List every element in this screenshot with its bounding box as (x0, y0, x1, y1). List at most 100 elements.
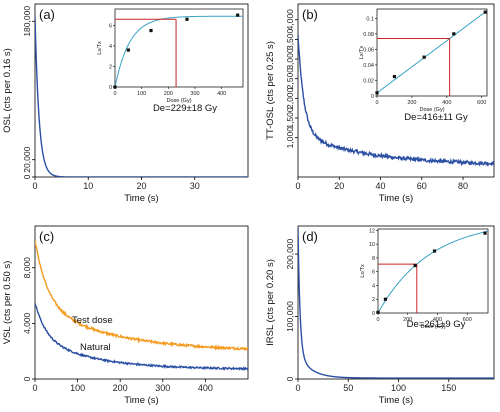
inset-data-point (452, 32, 456, 36)
x-tick-label: 20 (334, 181, 344, 191)
inset-y-tick-label: 0 (372, 311, 375, 317)
inset-y-tick-label: 4 (109, 44, 112, 50)
x-tick-label: 50 (343, 383, 353, 393)
y-axis-label: TT-OSL (cts per 0.25 s) (265, 41, 276, 140)
y-tick-label: 0 (22, 174, 32, 179)
series-line-test-dose (35, 240, 248, 351)
inset-frame (114, 8, 244, 88)
inset-b: 0 200 400 600 0 0.02 0.04 0.06 0.08 0.1 Dose (Gy) L… (359, 8, 488, 113)
inset-y-axis-label: Lx/Tx (359, 46, 365, 60)
inset-y-tick-label: 2 (109, 64, 112, 70)
y-tick-label: 2,000 (285, 87, 295, 109)
x-tick-label: 150 (441, 383, 456, 393)
inset-data-point (126, 48, 130, 52)
inset-data-point (422, 55, 426, 59)
inset-y-axis-label: Lx/Tx (97, 41, 103, 55)
inset-y-tick-label: 0.06 (363, 47, 374, 53)
inset-data-point (483, 231, 487, 235)
panel-label: (b) (302, 7, 318, 22)
inset-x-tick-label: 100 (137, 91, 146, 97)
series-line-a-0 (35, 16, 248, 177)
inset-x-tick-label: 200 (403, 317, 412, 323)
plot-frame (34, 225, 249, 380)
y-tick-label: 4,000 (22, 312, 32, 334)
x-tick-label: 40 (376, 181, 386, 191)
inset-x-tick-label: 400 (433, 317, 442, 323)
x-tick-label: 0 (295, 181, 300, 191)
inset-x-tick-label: 0 (113, 91, 116, 97)
inset-data-point (432, 249, 437, 253)
panel-b: 0 20 40 60 801,0001,5002,0002,5003,0003,5004… (265, 3, 495, 204)
y-tick-label: 20,000 (22, 146, 32, 172)
y-tick-label: 100,000 (285, 301, 295, 332)
inset-y-tick-label: 12 (369, 228, 375, 234)
inset-x-tick-label: 200 (407, 100, 416, 106)
y-tick-label: 1,500 (285, 107, 295, 129)
inset-frame (377, 228, 489, 314)
x-tick-label: 80 (458, 181, 468, 191)
x-tick-label: 30 (190, 181, 200, 191)
panel-c: 0 100 200 300 400 0 4,000 8,000 Time (s) VSL (cts… (2, 225, 249, 406)
x-tick-label: 400 (198, 383, 213, 393)
y-tick-label: 0 (22, 376, 32, 381)
inset-x-tick-label: 600 (463, 317, 472, 323)
inset-y-tick-label: 0.04 (363, 63, 374, 69)
inset-x-tick-label: 0 (376, 317, 379, 323)
y-axis-label: VSL (cts per 0.50 s) (2, 261, 13, 345)
inset-fit-curve (114, 15, 243, 88)
inset-x-axis-label: Dose (Gy) (420, 324, 445, 330)
x-tick-label: 100 (391, 383, 406, 393)
y-tick-label: 180,000 (22, 6, 32, 37)
inset-x-tick-label: 400 (217, 91, 226, 97)
x-tick-label: 0 (295, 383, 300, 393)
inset-data-point (392, 74, 397, 79)
inset-y-tick-label: 4 (372, 283, 375, 289)
x-axis-label: Time (s) (379, 193, 413, 204)
series-line-d-0 (298, 228, 494, 379)
inset-d: 0 200 400 600 0 2 4 6 8 10 12 Dose (Gy) Lx/Tx (360, 228, 489, 330)
series-line-natural (35, 303, 248, 372)
x-tick-label: 0 (32, 181, 37, 191)
inset-frame (376, 8, 488, 97)
inset-y-tick-label: 10 (369, 242, 375, 248)
inset-y-tick-label: 0.1 (366, 16, 374, 22)
inset-data-point (375, 91, 379, 95)
y-tick-label: 0 (285, 376, 295, 381)
inset-x-tick-label: 300 (190, 91, 199, 97)
panel-label: (c) (39, 229, 54, 244)
x-tick-label: 20 (136, 181, 146, 191)
inset-data-point (113, 85, 117, 89)
x-axis-label: Time (s) (124, 193, 158, 204)
de-annotation: De=229±18 Gy (153, 103, 217, 114)
x-tick-label: 0 (32, 383, 37, 393)
inset-data-point (149, 28, 153, 33)
inset-y-tick-label: 8 (372, 256, 375, 262)
plot-frame (297, 3, 495, 178)
y-axis-label: IRSL (cts per 0.20 s) (265, 259, 276, 346)
x-tick-label: 100 (70, 383, 85, 393)
inset-data-point (376, 310, 380, 314)
x-tick-label: 300 (155, 383, 170, 393)
inset-x-tick-label: 0 (375, 100, 378, 106)
x-axis-label: Time (s) (379, 395, 413, 406)
x-tick-label: 10 (83, 181, 93, 191)
series-line-b-0 (298, 34, 494, 168)
y-tick-label: 8,000 (22, 257, 32, 279)
y-tick-label: 1,000 (285, 127, 295, 149)
panel-label: (a) (39, 7, 55, 22)
inset-a: 0 100 200 300 400 0 2 4 6 Dose (Gy) Lx/Tx (97, 8, 244, 104)
inset-data-point (185, 17, 189, 21)
inset-y-tick-label: 0.02 (363, 78, 374, 84)
inset-y-tick-label: 6 (109, 23, 112, 29)
de-annotation: De=261±9 Gy (407, 319, 466, 330)
inset-data-point (413, 263, 417, 268)
inset-y-tick-label: 6 (372, 270, 375, 276)
inset-y-axis-label: Lx/Tx (360, 264, 366, 278)
inset-y-tick-label: 0.08 (363, 32, 374, 38)
plot-frame (297, 225, 495, 380)
series-label-natural: Natural (80, 342, 111, 353)
panel-label: (d) (302, 229, 318, 244)
y-tick-label: 2,500 (285, 68, 295, 90)
